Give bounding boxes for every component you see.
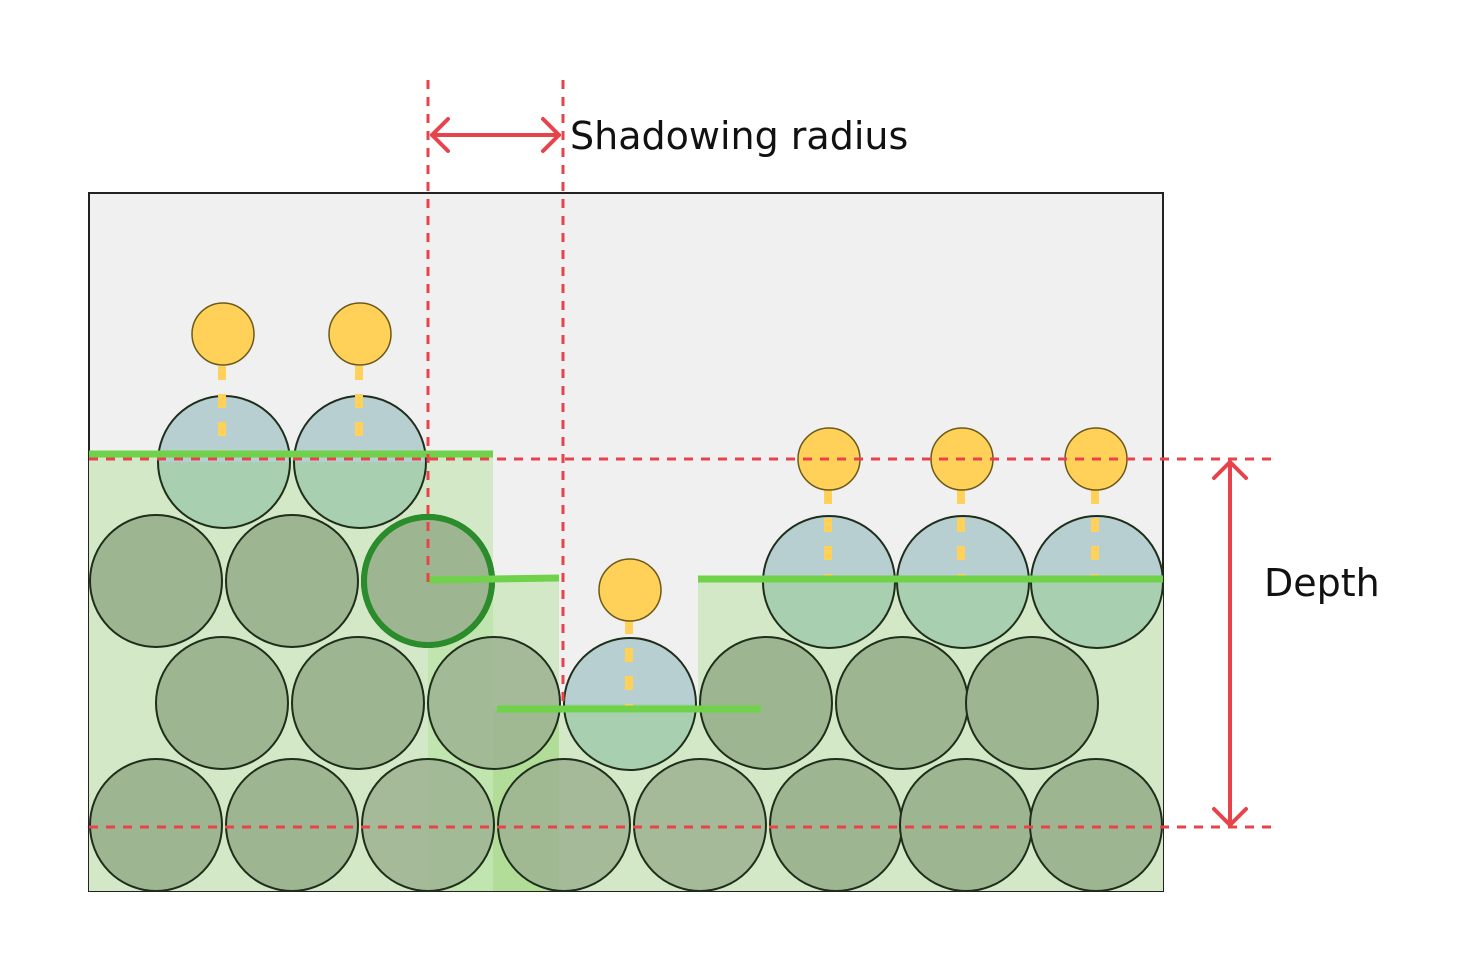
yellow-circle-icon [191, 302, 255, 366]
depth-arrow-icon [1212, 460, 1248, 827]
surface-particle [293, 395, 427, 529]
particle [835, 636, 969, 770]
surface-lines [89, 450, 1163, 713]
depth-label: Depth [1264, 561, 1380, 605]
double-arrow-icon [430, 117, 561, 153]
particle [965, 636, 1099, 770]
particle [89, 758, 223, 892]
guide-lines [89, 80, 1276, 829]
particle [633, 758, 767, 892]
particle [361, 758, 495, 892]
yellow-circle-icon [598, 558, 662, 622]
particle [89, 514, 223, 648]
yellow-circle-icon [328, 302, 392, 366]
particles [89, 514, 1163, 892]
surface-particles [157, 395, 1164, 771]
particle [1029, 758, 1163, 892]
particle [769, 758, 903, 892]
particle [427, 636, 561, 770]
surface-line-selected [427, 574, 560, 584]
surface-particle [157, 395, 291, 529]
particle [899, 758, 1033, 892]
shadowing-radius-label: Shadowing radius [570, 114, 908, 158]
particle [497, 758, 631, 892]
particle [155, 636, 289, 770]
particle [699, 636, 833, 770]
particle [291, 636, 425, 770]
particle [225, 758, 359, 892]
particle [225, 514, 359, 648]
